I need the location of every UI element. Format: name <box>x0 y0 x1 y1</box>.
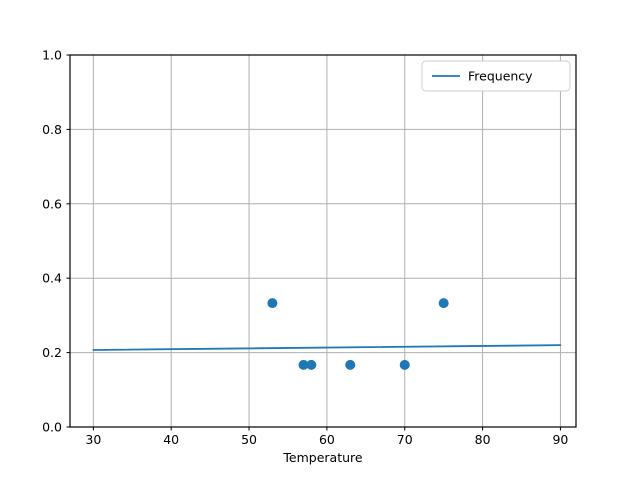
data-series-group <box>92 298 562 370</box>
legend-label: Frequency <box>468 69 533 84</box>
axes-frame <box>69 54 577 428</box>
x-tick-label: 30 <box>85 432 101 447</box>
legend-box <box>421 60 571 92</box>
y-tick-label: 0.4 <box>42 271 62 286</box>
y-tick-label: 0.6 <box>42 196 62 211</box>
scatter-point <box>399 359 410 370</box>
y-tick-label: 0.0 <box>42 420 62 435</box>
axis-ticks: 30 40 50 60 70 80 90 0.0 0.2 0.4 0.6 0.8 1.0 <box>42 48 568 448</box>
x-tick-label: 70 <box>397 432 413 447</box>
legend: Frequency <box>421 60 571 92</box>
plot-background <box>70 55 576 427</box>
y-tick-label: 1.0 <box>42 48 62 63</box>
x-axis-title: Temperature <box>282 450 362 465</box>
y-tick-label: 0.8 <box>42 122 62 137</box>
x-tick-label: 50 <box>241 432 257 447</box>
x-tick-label: 40 <box>163 432 179 447</box>
y-tick-label: 0.2 <box>42 345 62 360</box>
scatter-point <box>438 298 449 309</box>
scatter-point <box>267 298 278 309</box>
scatter-point <box>298 359 309 370</box>
x-tick-label: 90 <box>552 432 568 447</box>
x-tick-label: 80 <box>475 432 491 447</box>
grid-lines <box>70 55 576 427</box>
line-series-frequency <box>92 344 562 351</box>
scatter-point <box>345 359 356 370</box>
x-tick-label: 60 <box>319 432 335 447</box>
scatter-point <box>306 359 317 370</box>
